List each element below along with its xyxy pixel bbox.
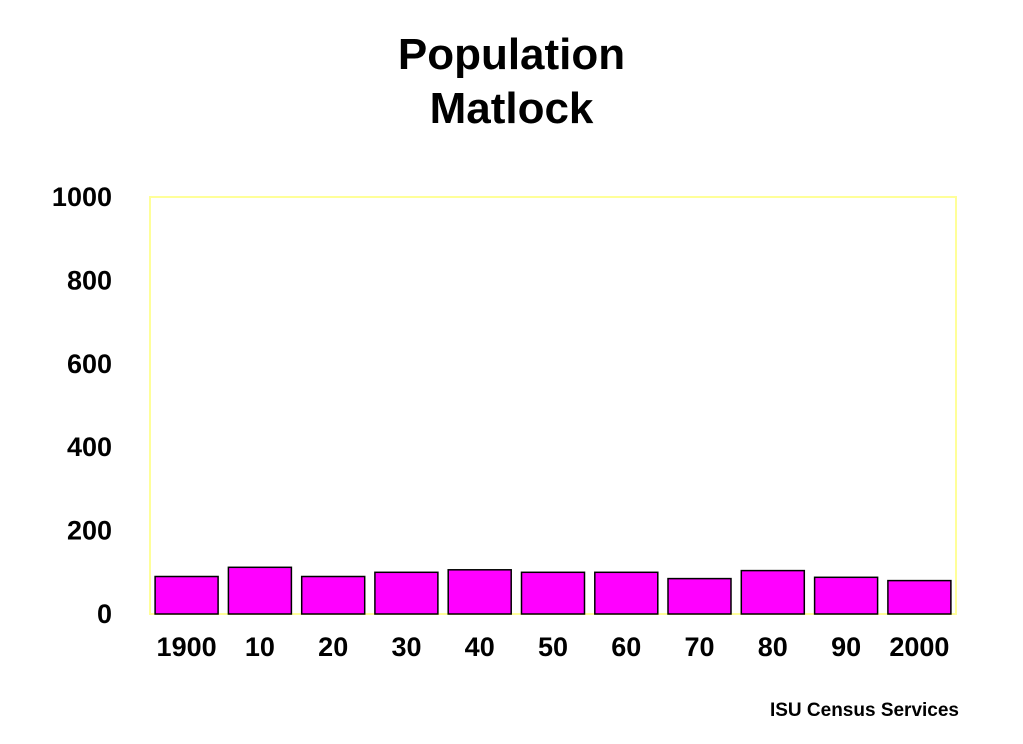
y-tick-label: 0 (97, 599, 112, 629)
bar-1900 (154, 575, 219, 615)
bar-90 (813, 576, 879, 615)
bar-30 (374, 571, 439, 615)
x-tick-label: 60 (611, 632, 641, 662)
x-tick-label: 70 (684, 632, 714, 662)
y-axis-ticks: 0 200 400 600 800 1000 (52, 182, 112, 629)
y-tick-label: 400 (67, 432, 112, 462)
bar-70 (667, 577, 732, 615)
chart-title-line-2: Matlock (429, 84, 594, 133)
x-axis-ticks: 1900 10 20 30 40 50 60 70 80 90 2000 (157, 632, 950, 662)
x-tick-label: 20 (318, 632, 348, 662)
chart-title-line-1: Population (397, 30, 626, 79)
y-tick-label: 600 (67, 349, 112, 379)
x-tick-label: 50 (538, 632, 568, 662)
x-tick-label: 30 (391, 632, 421, 662)
bar-20 (300, 575, 366, 615)
y-tick-label: 200 (67, 516, 112, 546)
x-tick-label: 40 (465, 632, 495, 662)
y-tick-label: 800 (67, 265, 112, 295)
bar-50 (520, 571, 586, 615)
bar-10 (227, 566, 293, 615)
bar-40 (447, 569, 512, 615)
x-tick-label: 80 (758, 632, 788, 662)
x-tick-label: 2000 (889, 632, 949, 662)
y-tick-label: 1000 (52, 182, 112, 212)
x-tick-label: 1900 (157, 632, 217, 662)
x-tick-label: 90 (831, 632, 861, 662)
bar-2000 (887, 579, 952, 615)
bar-80 (740, 569, 806, 615)
source-credit: ISU Census Services (769, 700, 959, 721)
chart-title: Population Matlock (0, 28, 1023, 136)
bar-60 (594, 571, 659, 615)
x-tick-label: 10 (245, 632, 275, 662)
plot-area (149, 196, 957, 615)
bars (154, 566, 952, 615)
